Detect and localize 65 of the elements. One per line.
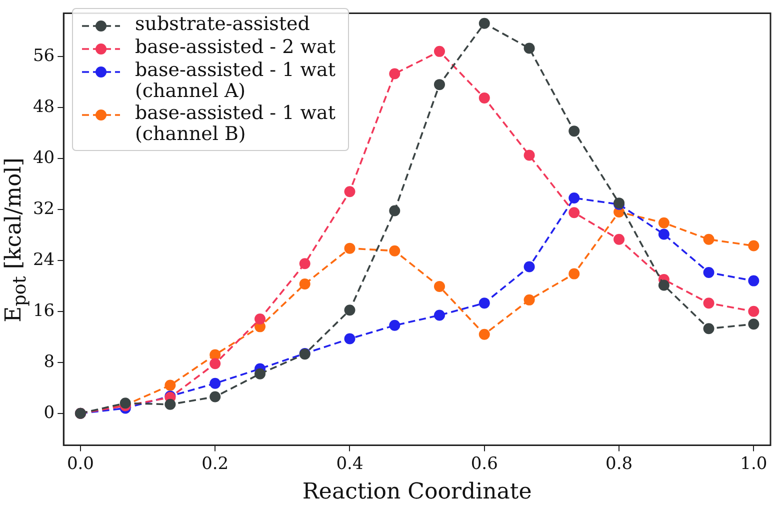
point — [568, 207, 580, 218]
point — [478, 18, 490, 29]
legend-label: base-assisted - 1 wat (channel A) — [135, 59, 336, 102]
point — [389, 205, 400, 216]
point — [210, 378, 221, 389]
point — [344, 304, 356, 316]
y-tick-label: 16 — [32, 300, 55, 321]
point — [568, 268, 580, 280]
x-tick-label: 0.0 — [66, 454, 94, 474]
legend-label: base-assisted - 1 wat (channel B) — [135, 102, 336, 145]
point — [210, 358, 221, 370]
point — [210, 349, 221, 360]
point — [703, 298, 714, 309]
x-tick-label: 1.0 — [740, 454, 768, 474]
point — [434, 79, 445, 90]
point — [344, 333, 356, 344]
point — [703, 234, 714, 245]
point — [344, 242, 356, 254]
point — [299, 258, 310, 270]
point — [614, 234, 625, 245]
point — [748, 275, 760, 286]
point — [164, 380, 176, 391]
y-tick-label: 24 — [32, 250, 55, 270]
point — [254, 368, 266, 380]
point — [344, 186, 356, 198]
point — [658, 217, 670, 228]
point — [434, 281, 445, 292]
point — [748, 306, 760, 317]
point — [478, 92, 490, 104]
legend-label: substrate-assisted — [135, 13, 311, 35]
point — [524, 294, 535, 306]
point — [389, 68, 400, 80]
x-tick-label: 0.2 — [202, 454, 229, 474]
point — [434, 46, 445, 57]
point — [703, 323, 714, 334]
point — [748, 318, 760, 330]
point — [478, 328, 490, 340]
y-tick-label: 48 — [32, 96, 55, 117]
point — [389, 320, 400, 331]
point — [524, 261, 535, 272]
point — [164, 398, 176, 410]
legend-label: base-assisted - 2 wat — [135, 36, 336, 58]
y-tick-label: 0 — [44, 402, 55, 423]
y-tick-label: 56 — [32, 46, 55, 66]
point — [568, 192, 580, 204]
point — [703, 267, 714, 278]
point — [658, 228, 670, 240]
y-tick-label: 40 — [32, 148, 55, 168]
y-tick-label: 32 — [32, 198, 55, 219]
point — [748, 240, 760, 252]
x-axis-title: Reaction Coordinate — [302, 480, 532, 505]
point — [210, 391, 221, 402]
point — [524, 150, 535, 161]
point — [568, 126, 580, 137]
x-tick-label: 0.8 — [606, 454, 633, 474]
point — [434, 310, 445, 321]
point — [299, 278, 310, 290]
point — [658, 280, 670, 291]
x-tick-label: 0.6 — [470, 454, 498, 474]
point — [524, 42, 535, 54]
point — [254, 314, 266, 325]
x-tick-label: 0.4 — [336, 454, 364, 474]
point — [478, 298, 490, 309]
y-tick-label: 8 — [44, 352, 55, 372]
point — [389, 245, 400, 256]
